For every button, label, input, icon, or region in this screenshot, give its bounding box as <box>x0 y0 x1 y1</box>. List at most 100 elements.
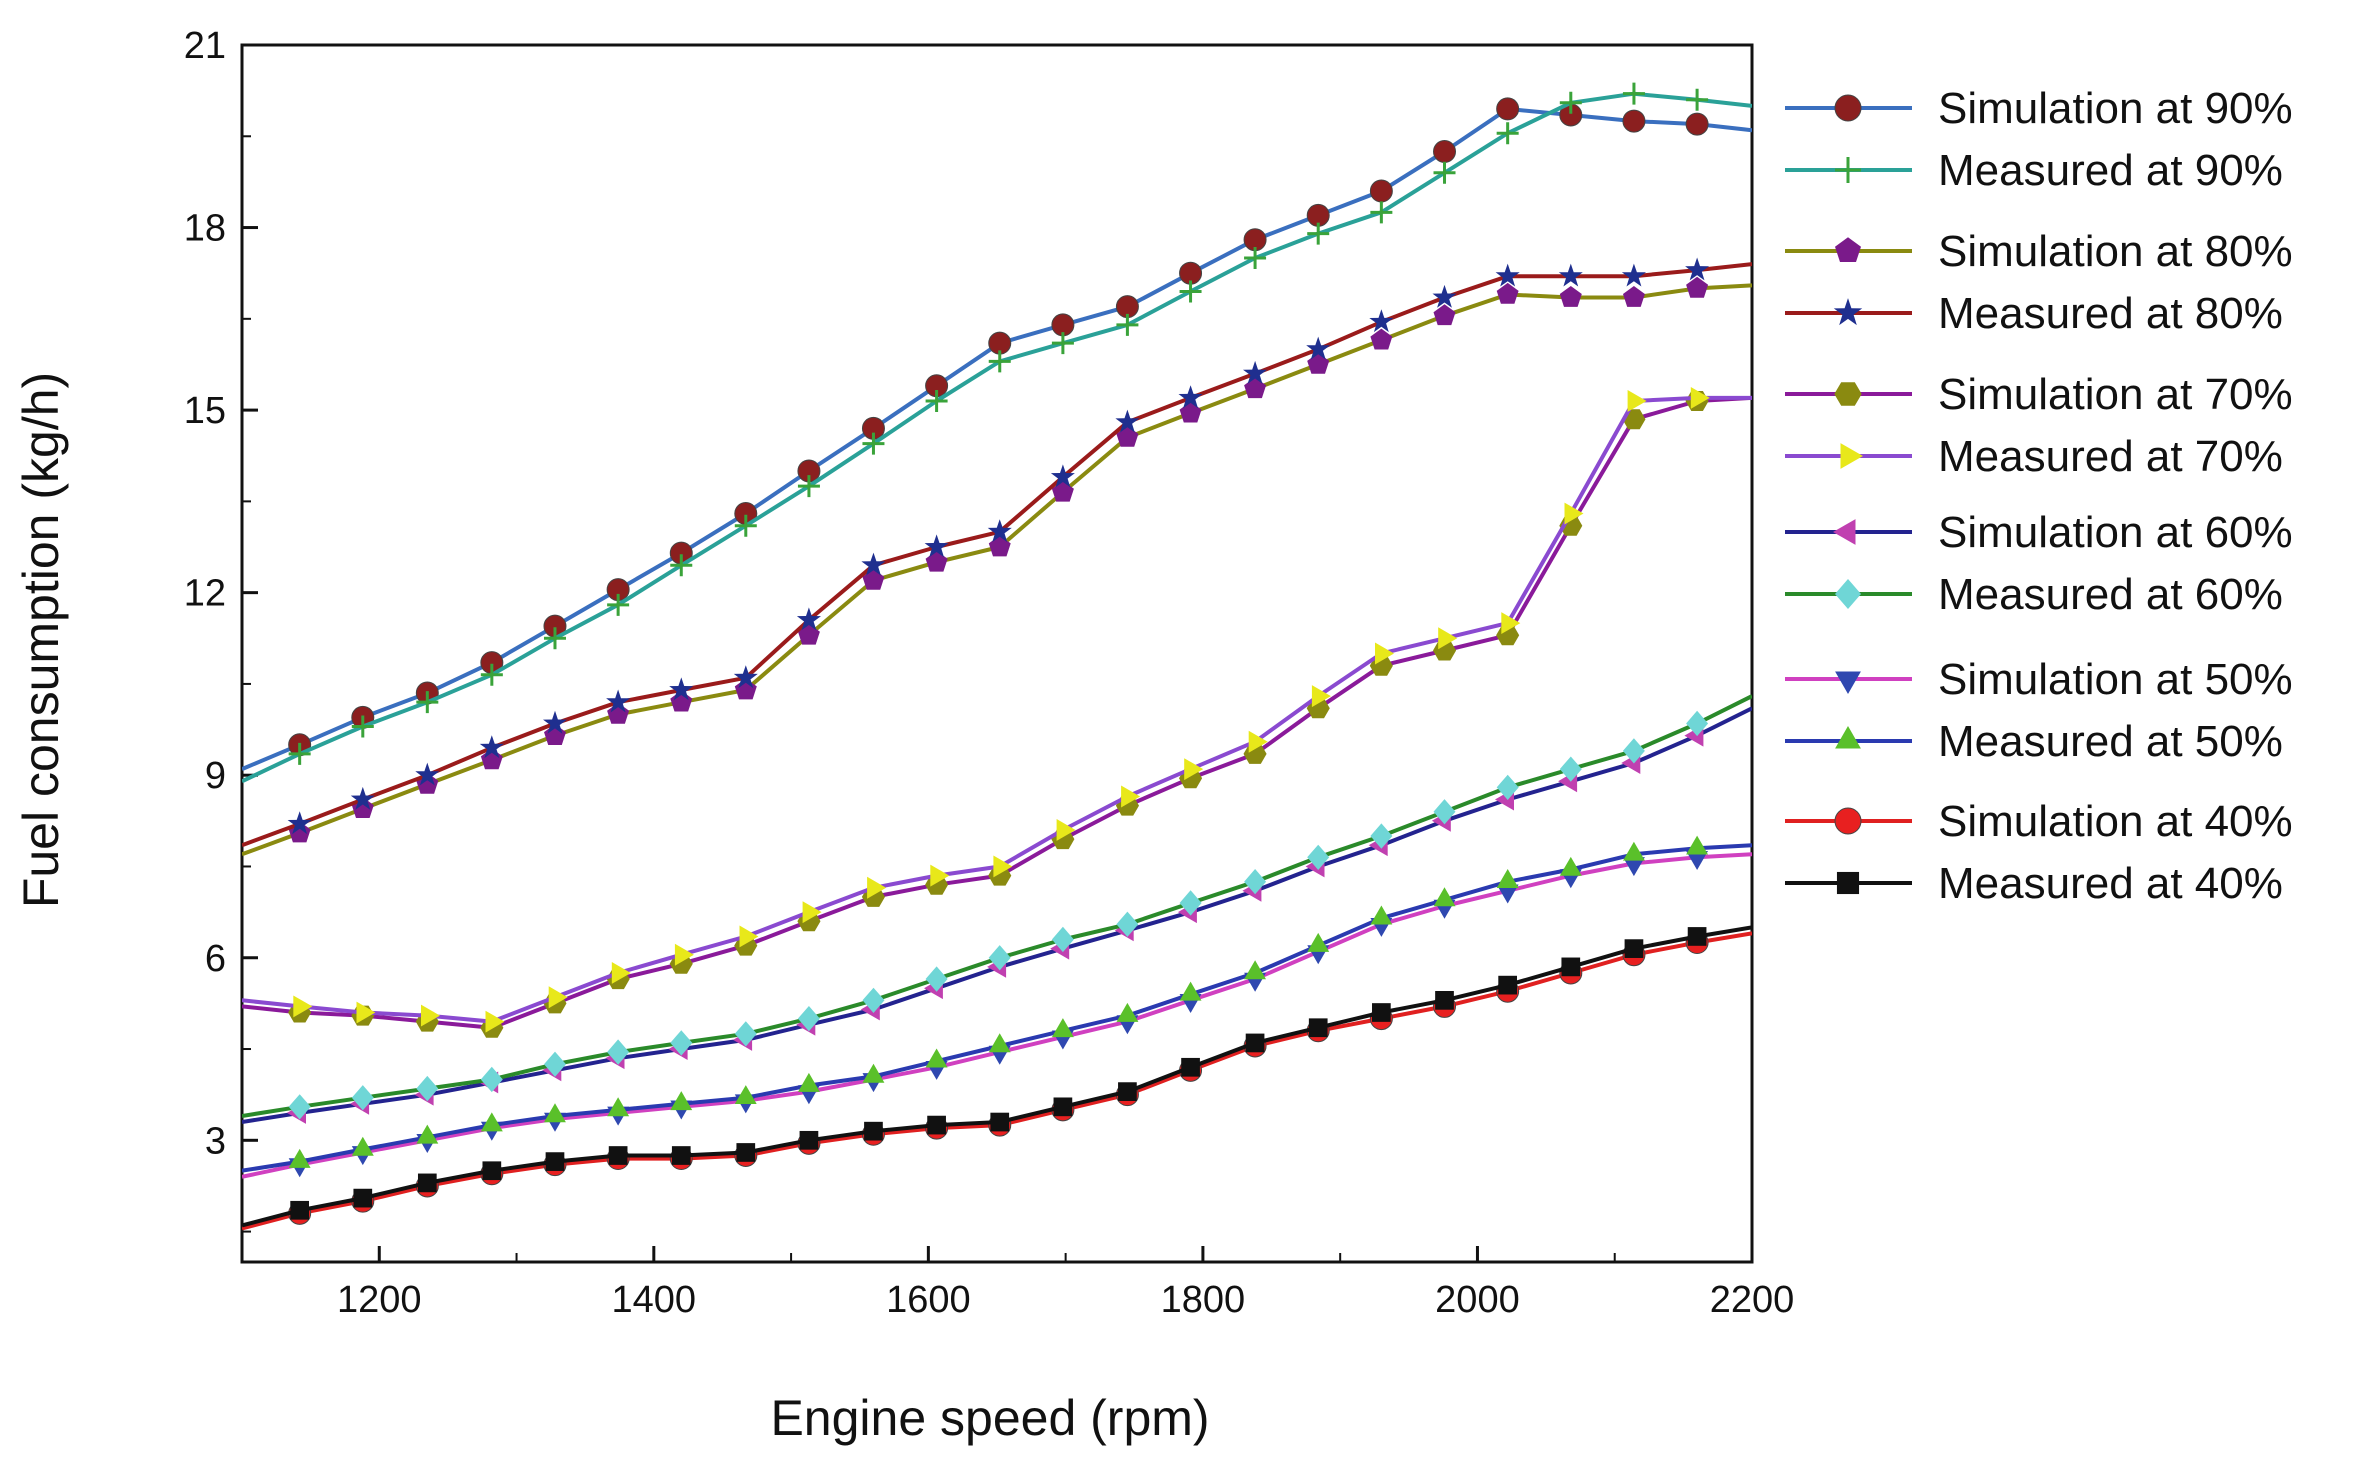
data-point <box>1561 957 1581 977</box>
data-point <box>925 550 948 572</box>
data-point <box>1181 1057 1200 1077</box>
data-point <box>1686 835 1708 855</box>
data-point <box>797 1006 820 1032</box>
data-point <box>993 855 1013 878</box>
data-point <box>350 786 375 810</box>
x-tick-label: 1400 <box>612 1279 697 1321</box>
data-point <box>736 1143 756 1162</box>
legend-item: Measured at 50% <box>1785 717 2283 766</box>
legend: Simulation at 90% Measured at 90% Simulati… <box>1785 84 2293 908</box>
series-simulation-at-40 <box>242 931 1752 1231</box>
series-measured-at-50 <box>242 835 1752 1173</box>
data-point <box>1311 685 1331 708</box>
data-point <box>1369 309 1394 333</box>
data-point <box>353 1188 373 1208</box>
data-point <box>1307 222 1330 245</box>
x-tick-label: 1800 <box>1161 1279 1246 1321</box>
data-point <box>862 1063 885 1083</box>
legend-item: Simulation at 70% <box>1785 370 2293 419</box>
data-point <box>670 1030 693 1056</box>
data-point <box>1622 82 1645 105</box>
data-point <box>1496 122 1519 145</box>
legend-label: Simulation at 70% <box>1938 370 2293 419</box>
data-point <box>796 607 821 631</box>
data-point <box>669 677 694 701</box>
data-point <box>543 627 566 650</box>
data-point <box>1623 857 1645 877</box>
data-point <box>416 691 439 714</box>
legend-marker <box>1835 237 1861 262</box>
data-point <box>1179 401 1202 423</box>
y-tick-label: 3 <box>205 1120 226 1162</box>
legend-marker <box>1835 579 1861 609</box>
data-point <box>1370 201 1393 224</box>
legend-item: Simulation at 40% <box>1785 797 2293 846</box>
data-point <box>670 554 693 577</box>
data-point <box>1244 869 1267 895</box>
data-point <box>799 1130 819 1150</box>
legend-marker <box>1834 382 1862 406</box>
series-measured-at-80 <box>242 257 1752 848</box>
legend-label: Simulation at 80% <box>1938 227 2293 276</box>
data-point <box>485 1010 505 1033</box>
data-point <box>545 1152 565 1171</box>
data-point <box>1559 91 1582 114</box>
legend-label: Measured at 80% <box>1938 289 2283 338</box>
legend-item: Simulation at 90% <box>1785 84 2293 133</box>
data-point <box>1370 823 1393 849</box>
data-point <box>1432 284 1457 308</box>
legend-item: Simulation at 50% <box>1785 655 2293 704</box>
series-lines <box>242 82 1752 1231</box>
data-point <box>1495 263 1520 287</box>
data-point <box>1621 263 1646 287</box>
series-line <box>242 395 1752 1030</box>
data-point <box>670 1091 693 1111</box>
data-point <box>988 945 1011 971</box>
data-point <box>1053 1097 1073 1117</box>
data-point <box>416 1124 439 1144</box>
data-point <box>606 689 631 713</box>
data-point <box>987 519 1012 542</box>
data-point <box>480 1112 503 1132</box>
data-point <box>607 593 630 616</box>
data-point <box>1308 1018 1328 1038</box>
data-point <box>1179 280 1202 303</box>
legend-label: Measured at 60% <box>1938 570 2283 619</box>
legend-marker <box>1835 726 1861 749</box>
data-point <box>1501 612 1521 634</box>
data-point <box>479 735 504 759</box>
data-point <box>925 966 948 992</box>
data-point <box>1559 286 1582 307</box>
data-point <box>1244 377 1267 399</box>
data-point <box>1370 905 1393 925</box>
x-tick-label: 1200 <box>337 1279 422 1321</box>
data-point <box>1498 975 1518 995</box>
data-point <box>1369 179 1393 203</box>
data-point <box>1056 819 1076 841</box>
data-point <box>421 1004 440 1027</box>
data-point <box>674 943 694 966</box>
x-axis-title: Engine speed (rpm) <box>770 1390 1209 1446</box>
data-point <box>862 568 885 590</box>
series-measured-at-40 <box>242 925 1752 1228</box>
data-point <box>1178 385 1203 409</box>
data-point <box>482 1161 502 1181</box>
series-measured-at-70 <box>242 387 1752 1033</box>
data-point <box>416 1075 439 1102</box>
y-tick-label: 6 <box>205 938 226 980</box>
data-point <box>1435 990 1454 1010</box>
data-point <box>1179 981 1202 1001</box>
x-tick-label: 1600 <box>886 1279 971 1321</box>
x-tick-label: 2200 <box>1710 1279 1795 1321</box>
data-point <box>544 1103 566 1123</box>
data-point <box>1496 282 1519 304</box>
data-point <box>1433 139 1457 163</box>
y-tick-label: 15 <box>184 390 226 432</box>
legend-item: Simulation at 80% <box>1785 227 2293 276</box>
data-point <box>1559 856 1582 876</box>
data-point <box>351 1085 374 1111</box>
data-point <box>1372 1003 1391 1022</box>
data-point <box>862 987 885 1013</box>
data-point <box>1687 927 1707 946</box>
data-point <box>1050 464 1075 488</box>
